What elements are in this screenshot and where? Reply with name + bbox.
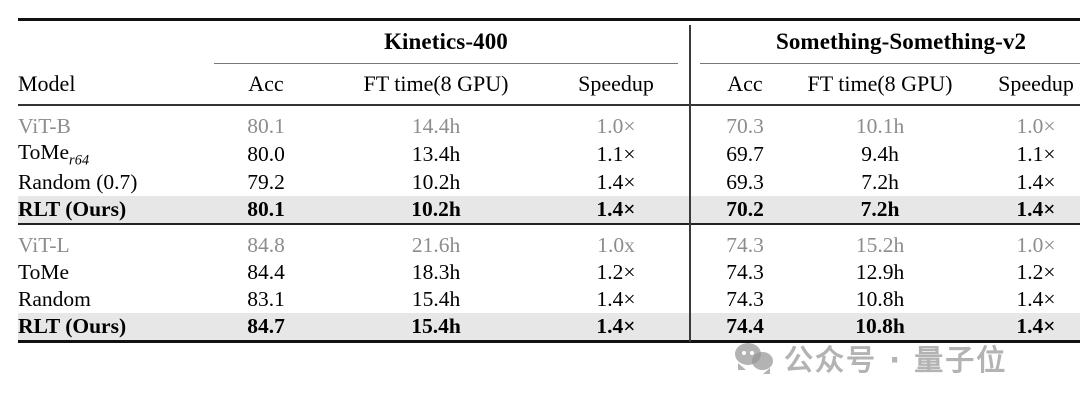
row-label: ToMe (18, 260, 70, 285)
row-label: ToMer64 (18, 140, 214, 169)
cell-speedup-k400: 1.4× (596, 170, 636, 195)
row-label-text: ToMe (18, 140, 70, 164)
column-header-fttime-ssv2: FT time(8 GPU) (807, 71, 953, 96)
dataset-separator (678, 311, 700, 343)
column-header-speedup-k400: Speedup (578, 71, 654, 96)
cell-fttime-ssv2: 15.2h (855, 233, 905, 258)
cell-fttime-ssv2: 10.8h (790, 313, 970, 341)
row-label-subscript: r64 (69, 152, 90, 169)
table-row: ViT-B 80.1 14.4h 1.0× 70.3 10.1h 1.0× (18, 103, 1080, 141)
cell-speedup-ssv2: 1.4× (970, 196, 1080, 225)
cell-speedup-k400: 1.0x (597, 233, 635, 258)
cell-speedup-ssv2: 1.0× (1016, 114, 1056, 138)
cell-acc-ssv2: 74.3 (726, 233, 764, 258)
cell-acc-ssv2: 69.7 (726, 142, 764, 167)
cell-speedup-k400: 1.2× (596, 260, 636, 285)
column-header-speedup-ssv2: Speedup (998, 71, 1074, 96)
dataset-separator (678, 223, 700, 262)
cell-acc-k400: 80.1 (247, 114, 285, 138)
cell-speedup-k400: 1.4× (554, 313, 678, 341)
cell-speedup-ssv2: 1.1× (1016, 142, 1056, 167)
group-header-ssv2: Something-Something-v2 (775, 29, 1027, 54)
watermark: 公众号 · 量子位 (735, 337, 1007, 379)
dataset-separator (678, 257, 700, 289)
cell-acc-k400: 79.2 (247, 170, 285, 195)
cell-acc-ssv2: 69.3 (726, 170, 764, 195)
column-header-model: Model (18, 70, 76, 96)
cell-fttime-ssv2: 10.1h (855, 114, 905, 138)
cell-fttime-ssv2: 9.4h (861, 142, 899, 167)
cell-acc-ssv2: 70.3 (726, 114, 764, 138)
column-header-acc-ssv2: Acc (727, 71, 763, 96)
cell-acc-ssv2: 74.3 (726, 287, 764, 312)
cell-fttime-k400: 13.4h (411, 142, 461, 167)
cell-acc-k400: 84.8 (247, 233, 285, 258)
row-label: ViT-L (18, 233, 70, 258)
table-row-highlighted: RLT (Ours) 80.1 10.2h 1.4× 70.2 7.2h 1.4… (18, 194, 1080, 226)
cell-fttime-ssv2: 10.8h (855, 287, 905, 312)
cell-fttime-k400: 18.3h (411, 260, 461, 285)
row-label: RLT (Ours) (18, 313, 214, 341)
cell-acc-k400: 84.7 (214, 313, 318, 341)
wechat-icon (735, 341, 775, 375)
cell-speedup-k400: 1.4× (596, 287, 636, 312)
cell-acc-k400: 80.0 (247, 142, 285, 167)
dataset-separator (678, 167, 700, 199)
cell-fttime-ssv2: 7.2h (861, 170, 899, 195)
watermark-text: 公众号 · 量子位 (784, 343, 1008, 377)
group-header-kinetics400: Kinetics-400 (384, 29, 508, 54)
column-header-row: Model Acc FT time(8 GPU) Speedup Acc FT … (18, 61, 1080, 106)
dataset-separator (678, 137, 700, 172)
dataset-separator (678, 21, 700, 65)
cell-speedup-ssv2: 1.4× (1016, 287, 1056, 312)
cell-speedup-k400: 1.1× (596, 142, 636, 167)
cell-fttime-ssv2: 7.2h (790, 196, 970, 225)
group-header-row: Kinetics-400 Something-Something-v2 (18, 21, 1080, 65)
row-label: Random (0.7) (18, 170, 138, 195)
table-row-highlighted: RLT (Ours) 84.7 15.4h 1.4× 74.4 10.8h 1.… (18, 311, 1080, 343)
cell-acc-k400: 84.4 (247, 260, 285, 285)
table-row: ViT-L 84.8 21.6h 1.0x 74.3 15.2h 1.0× (18, 223, 1080, 262)
cell-acc-ssv2: 74.4 (700, 313, 790, 341)
cell-fttime-ssv2: 12.9h (855, 260, 905, 285)
table-row: Random (0.7) 79.2 10.2h 1.4× 69.3 7.2h 1… (18, 167, 1080, 199)
cell-speedup-k400: 1.4× (554, 196, 678, 225)
group-rule-kinetics400 (214, 63, 678, 64)
cell-fttime-k400: 10.2h (411, 170, 461, 195)
column-header-acc-k400: Acc (248, 71, 284, 96)
results-table: Kinetics-400 Something-Something-v2 Mode… (18, 18, 1080, 343)
cell-acc-k400: 80.1 (214, 196, 318, 225)
dataset-separator (678, 194, 700, 226)
cell-acc-ssv2: 74.3 (726, 260, 764, 285)
dataset-separator (678, 103, 700, 141)
row-label: ViT-B (18, 114, 71, 138)
cell-fttime-k400: 21.6h (411, 233, 461, 258)
results-table-container: Kinetics-400 Something-Something-v2 Mode… (18, 18, 1080, 343)
row-label: Random (18, 287, 91, 312)
cell-speedup-k400: 1.0× (596, 114, 636, 138)
cell-speedup-ssv2: 1.4× (970, 313, 1080, 341)
table-row: ToMer64 80.0 13.4h 1.1× 69.7 9.4h 1.1× (18, 137, 1080, 172)
cell-speedup-ssv2: 1.4× (1016, 170, 1056, 195)
cell-fttime-k400: 10.2h (318, 196, 554, 225)
cell-fttime-k400: 15.4h (411, 287, 461, 312)
cell-fttime-k400: 15.4h (318, 313, 554, 341)
cell-fttime-k400: 14.4h (411, 114, 461, 138)
table-row: ToMe 84.4 18.3h 1.2× 74.3 12.9h 1.2× (18, 257, 1080, 289)
column-header-fttime-k400: FT time(8 GPU) (363, 71, 509, 96)
table-bottom-rule (18, 339, 1080, 343)
cell-speedup-ssv2: 1.0× (1016, 233, 1056, 258)
dataset-separator (678, 284, 700, 316)
cell-speedup-ssv2: 1.2× (1016, 260, 1056, 285)
dataset-separator (678, 61, 700, 106)
group-rule-ssv2 (700, 63, 1080, 64)
row-label: RLT (Ours) (18, 196, 214, 225)
cell-acc-ssv2: 70.2 (700, 196, 790, 225)
group-header-spacer (18, 21, 214, 63)
cell-acc-k400: 83.1 (247, 287, 285, 312)
table-row: Random 83.1 15.4h 1.4× 74.3 10.8h 1.4× (18, 284, 1080, 316)
table-top-rule (18, 18, 1080, 22)
